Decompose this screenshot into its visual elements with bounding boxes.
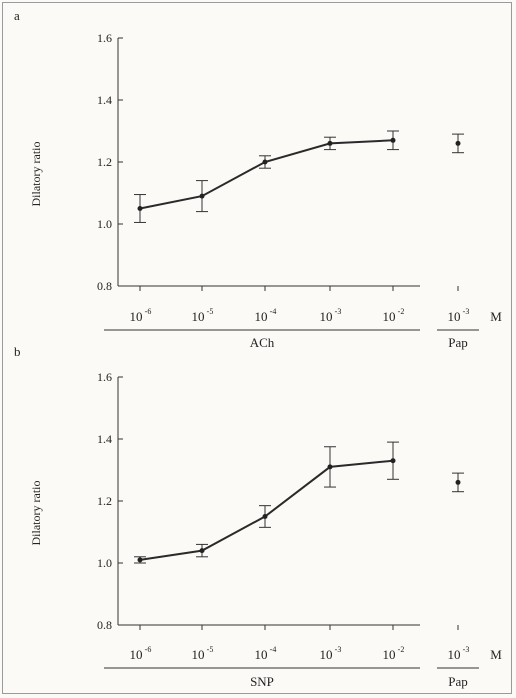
y-axis-label: Dilatory ratio (29, 142, 43, 207)
reference-tick-label-exponent: -3 (463, 645, 470, 654)
agent-label: SNP (250, 674, 274, 689)
x-tick-label-exponent: -6 (145, 645, 152, 654)
x-tick-label: 10 -3 (320, 645, 342, 662)
data-point (390, 137, 396, 143)
x-tick-label: 10 -2 (383, 645, 405, 662)
reference-tick-label-base: 10 (448, 647, 461, 662)
x-tick-label: 10 -2 (383, 307, 405, 324)
y-tick-label: 1.0 (97, 217, 112, 231)
data-point (137, 557, 143, 563)
x-tick-label-base: 10 (192, 309, 205, 324)
x-tick-label: 10 -4 (255, 307, 277, 324)
data-point (262, 514, 268, 519)
x-tick-label-base: 10 (320, 647, 333, 662)
x-tick-label-exponent: -6 (145, 307, 152, 316)
y-tick-label: 1.0 (97, 556, 112, 570)
x-tick-label-exponent: -5 (207, 645, 214, 654)
y-tick-label: 1.6 (97, 31, 112, 45)
y-tick-label: 1.4 (97, 432, 112, 446)
data-point (390, 458, 396, 464)
reference-tick-label: 10 -3 (448, 307, 470, 324)
x-tick-label-base: 10 (255, 647, 268, 662)
y-tick-label: 0.8 (97, 279, 112, 293)
x-tick-label-exponent: -3 (335, 307, 342, 316)
data-point (327, 464, 333, 470)
x-tick-label-base: 10 (383, 647, 396, 662)
x-tick-label: 10 -3 (320, 307, 342, 324)
x-tick-label-base: 10 (130, 647, 143, 662)
panel-label: b (14, 344, 21, 359)
x-tick-label-exponent: -2 (398, 307, 405, 316)
x-tick-label-base: 10 (383, 309, 396, 324)
data-point (199, 193, 205, 199)
y-axis-label: Dilatory ratio (29, 481, 43, 546)
series-line (139, 139, 394, 210)
y-tick-label: 0.8 (97, 618, 112, 632)
x-tick-label: 10 -5 (192, 307, 214, 324)
x-tick-label-exponent: -4 (270, 307, 277, 316)
x-tick-label: 10 -6 (130, 645, 152, 662)
x-tick-label: 10 -6 (130, 307, 152, 324)
reference-tick-label-exponent: -3 (463, 307, 470, 316)
data-point (262, 159, 268, 165)
data-point (137, 206, 143, 211)
x-tick-label: 10 -5 (192, 645, 214, 662)
x-tick-label-base: 10 (130, 309, 143, 324)
y-tick-label: 1.2 (97, 494, 112, 508)
series-line (139, 459, 394, 561)
x-tick-label-base: 10 (192, 647, 205, 662)
y-tick-label: 1.6 (97, 370, 112, 384)
unit-label: M (490, 309, 502, 324)
data-point (199, 548, 205, 554)
data-point (327, 140, 333, 146)
x-tick-label-exponent: -4 (270, 645, 277, 654)
reference-tick-label: 10 -3 (448, 645, 470, 662)
reference-point (455, 140, 461, 146)
agent-label: ACh (250, 335, 275, 350)
unit-label: M (490, 647, 502, 662)
panel-label: a (14, 8, 20, 23)
x-tick-label-exponent: -3 (335, 645, 342, 654)
reference-point (455, 479, 461, 485)
x-tick-label-base: 10 (320, 309, 333, 324)
y-tick-label: 1.2 (97, 155, 112, 169)
reference-label: Pap (448, 674, 468, 689)
x-tick-label-base: 10 (255, 309, 268, 324)
x-tick-label-exponent: -5 (207, 307, 214, 316)
x-tick-label: 10 -4 (255, 645, 277, 662)
reference-tick-label-base: 10 (448, 309, 461, 324)
x-tick-label-exponent: -2 (398, 645, 405, 654)
y-tick-label: 1.4 (97, 93, 112, 107)
reference-label: Pap (448, 335, 468, 350)
figure-border (2, 2, 512, 694)
